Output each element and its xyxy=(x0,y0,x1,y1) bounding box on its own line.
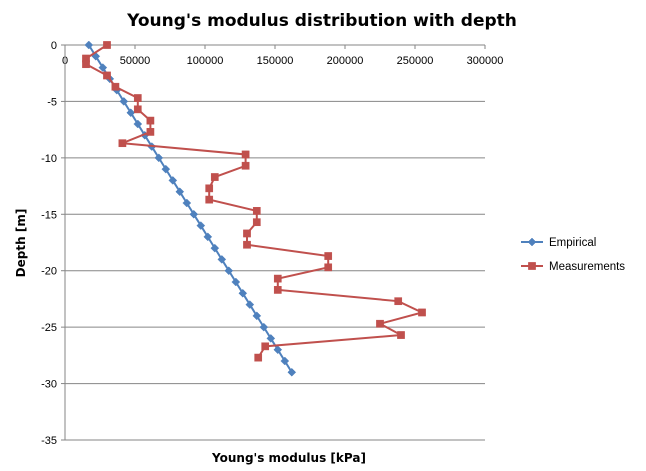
data-point xyxy=(205,195,214,204)
plot-area: 0 50000 100000 150000 200000 250000 300000 0 -5… xyxy=(41,40,503,447)
data-point xyxy=(182,198,192,208)
data-point xyxy=(168,176,178,185)
data-point xyxy=(210,173,219,181)
data-point xyxy=(119,97,129,106)
legend-label: Measurements xyxy=(549,261,625,273)
data-point xyxy=(196,221,206,230)
data-point xyxy=(111,82,120,91)
data-point xyxy=(394,297,403,306)
chart-title: Young's modulus distribution with depth xyxy=(126,11,517,31)
data-point xyxy=(287,367,297,377)
y-tick-label: -20 xyxy=(41,266,57,278)
data-point xyxy=(231,277,241,287)
legend-label: Empirical xyxy=(549,237,596,249)
y-tick-label: 0 xyxy=(51,40,57,52)
data-point xyxy=(205,184,214,193)
data-point xyxy=(243,229,251,238)
data-point xyxy=(324,252,333,260)
data-point xyxy=(103,41,111,49)
data-point xyxy=(252,311,262,321)
series-measurements xyxy=(82,41,426,362)
legend-item-empirical: Empirical xyxy=(521,237,596,249)
data-point xyxy=(261,342,270,351)
data-point xyxy=(175,187,185,197)
data-point xyxy=(252,218,261,227)
data-point xyxy=(146,116,155,125)
legend-swatch-marker xyxy=(528,262,536,270)
legend-item-measurements: Measurements xyxy=(521,261,625,273)
data-point xyxy=(376,319,384,328)
data-point xyxy=(266,334,276,343)
data-point xyxy=(324,263,333,272)
data-point xyxy=(243,240,251,249)
x-tick-label: 200000 xyxy=(327,55,364,67)
data-point xyxy=(154,153,164,163)
data-point xyxy=(146,128,155,136)
x-tick-label: 100000 xyxy=(187,55,224,67)
data-point xyxy=(254,353,263,362)
data-point xyxy=(241,150,250,159)
data-point xyxy=(133,119,143,129)
x-tick-labels: 050000100000150000200000250000300000 xyxy=(62,45,503,67)
data-point xyxy=(238,288,248,298)
series-empirical xyxy=(84,40,297,377)
y-axis-title: Depth [m] xyxy=(14,209,28,278)
data-point xyxy=(273,274,282,283)
series-layer xyxy=(82,40,426,377)
data-point xyxy=(203,232,213,242)
y-tick-label: -10 xyxy=(41,153,57,165)
data-point xyxy=(161,164,171,174)
x-tick-label: 250000 xyxy=(397,55,434,67)
data-point xyxy=(217,255,227,264)
y-tick-labels: 0 -5 -10 -15 -20 -25 -30 -35 xyxy=(41,40,65,447)
data-point xyxy=(280,356,290,366)
y-gridlines xyxy=(65,100,485,441)
data-point xyxy=(224,266,234,276)
data-point xyxy=(245,300,255,309)
data-point xyxy=(418,308,426,317)
y-tick-label: -25 xyxy=(41,322,57,334)
data-point xyxy=(84,40,94,50)
data-point xyxy=(273,286,282,294)
x-tick-label: 50000 xyxy=(120,55,151,67)
data-point xyxy=(252,207,261,215)
y-tick-label: -5 xyxy=(47,96,57,108)
y-tick-label: -35 xyxy=(41,435,57,447)
data-point xyxy=(98,63,108,72)
y-tick-label: -30 xyxy=(41,379,57,391)
data-point xyxy=(397,331,405,339)
data-point xyxy=(103,71,111,80)
x-tick-label: 150000 xyxy=(257,55,294,67)
data-point xyxy=(210,243,220,253)
data-point xyxy=(133,105,142,114)
legend: Empirical Measurements xyxy=(521,237,625,273)
x-tick-label: 300000 xyxy=(467,55,504,67)
data-point xyxy=(82,60,90,69)
data-point xyxy=(189,209,199,219)
data-point xyxy=(126,108,136,118)
data-point xyxy=(259,322,269,332)
data-point xyxy=(133,94,142,102)
legend-swatch-marker xyxy=(527,237,537,247)
x-axis-title: Young's modulus [kPa] xyxy=(211,451,366,465)
series-line-empirical xyxy=(87,44,293,373)
y-tick-label: -15 xyxy=(41,209,57,221)
data-point xyxy=(241,161,250,170)
data-point xyxy=(273,345,283,355)
data-point xyxy=(118,139,127,148)
